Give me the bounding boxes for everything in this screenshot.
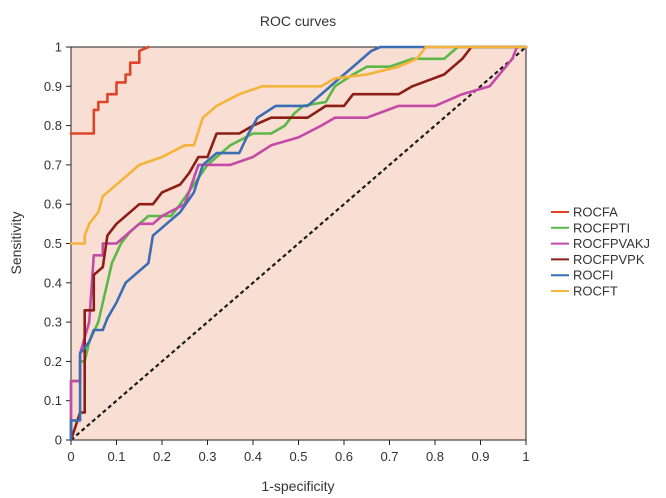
x-tick-label: 0.1: [107, 449, 125, 464]
x-axis-title: 1-specificity: [261, 478, 334, 494]
legend-label: ROCFPTI: [573, 220, 630, 235]
series-line-rocfa: [69, 45, 150, 135]
legend-item-rocfpvakj: ROCFPVAKJ: [551, 236, 650, 251]
y-tick-label: 0.9: [44, 79, 62, 94]
legend-item-rocfpti: ROCFPTI: [551, 220, 630, 235]
y-axis-title: Sensitivity: [8, 211, 24, 274]
legend-item-rocfi: ROCFI: [551, 268, 613, 283]
y-tick-label: 0.6: [44, 197, 62, 212]
series-lines: [69, 45, 528, 442]
y-tick-label: 0.1: [44, 393, 62, 408]
legend-label: ROCFPVPK: [573, 252, 645, 267]
y-tick-label: 0.5: [44, 236, 62, 251]
x-tick-label: 0.5: [289, 449, 307, 464]
series-line-rocfpvpk: [69, 45, 528, 442]
x-tick-label: 0.9: [471, 449, 489, 464]
y-tick-label: 0.4: [44, 275, 62, 290]
x-tick-label: 0.8: [426, 449, 444, 464]
reference-diagonal-line: [70, 46, 527, 441]
x-tick-label: 0.2: [153, 449, 171, 464]
x-tick-label: 0: [67, 449, 74, 464]
legend-item-rocfa: ROCFA: [551, 205, 618, 220]
chart-title: ROC curves: [260, 13, 336, 29]
x-axis-ticks: 0 0.1 0.2 0.3 0.4 0.5 0.6 0.7 0.8 0.9 1: [67, 440, 530, 464]
legend-item-rocft: ROCFT: [551, 284, 618, 299]
legend-item-rocfpvpk: ROCFPVPK: [551, 252, 645, 267]
x-tick-label: 0.7: [380, 449, 398, 464]
x-tick-label: 0.3: [198, 449, 216, 464]
x-tick-label: 1: [522, 449, 529, 464]
legend-label: ROCFI: [573, 268, 613, 283]
y-tick-label: 0.2: [44, 354, 62, 369]
x-tick-label: 0.4: [244, 449, 262, 464]
y-tick-label: 0.7: [44, 157, 62, 172]
y-tick-label: 0: [55, 433, 62, 448]
legend-label: ROCFPVAKJ: [573, 236, 650, 251]
y-axis-ticks: 0 0.1 0.2 0.3 0.4 0.5 0.6 0.7 0.8 0.9 1: [44, 40, 71, 448]
y-tick-label: 1: [55, 40, 62, 55]
x-tick-label: 0.6: [335, 449, 353, 464]
series-line-rocfi: [69, 45, 528, 442]
series-line-rocft: [69, 45, 528, 245]
legend-label: ROCFA: [573, 205, 618, 220]
y-tick-label: 0.8: [44, 118, 62, 133]
legend-label: ROCFT: [573, 284, 618, 299]
y-tick-label: 0.3: [44, 315, 62, 330]
series-line-rocfpvakj: [69, 45, 528, 442]
